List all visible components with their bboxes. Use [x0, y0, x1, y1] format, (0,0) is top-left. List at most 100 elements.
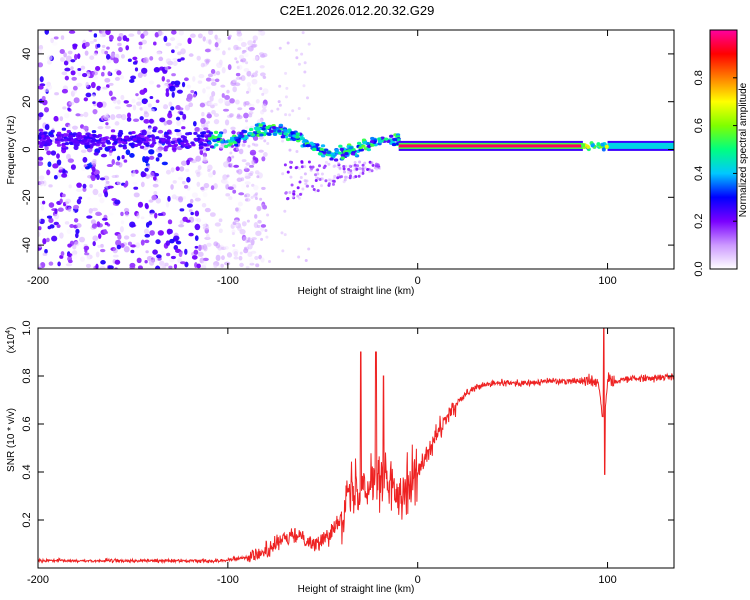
spectrogram-cell — [93, 52, 98, 56]
spectrogram-cell — [288, 113, 292, 117]
spectrogram-cell — [191, 255, 198, 260]
spectrogram-cell — [43, 131, 48, 135]
x-tick-label: 100 — [598, 574, 616, 586]
spectrogram-cell — [46, 150, 52, 156]
spectrogram-cell — [350, 152, 356, 156]
spectrogram-cell — [247, 237, 251, 241]
spectrogram-cell — [117, 42, 122, 47]
spectrogram-cell — [252, 131, 257, 135]
spectrogram-cell — [246, 239, 250, 243]
spectrogram-cell — [334, 148, 339, 152]
spectrogram-cell — [64, 75, 69, 81]
spectrogram-cell — [246, 184, 250, 188]
spectrogram-cell — [163, 146, 168, 151]
spectrogram-cell — [140, 239, 145, 246]
spectrogram-cell — [337, 161, 341, 165]
spectrogram-cell — [96, 43, 101, 48]
spectrogram-cell — [254, 123, 260, 127]
spectrogram-cell — [324, 160, 328, 164]
spectrogram-cell — [223, 161, 229, 168]
spectrogram-cell — [93, 39, 97, 42]
spectrogram-cell — [297, 166, 301, 170]
spectrogram-cell — [288, 148, 292, 152]
spectrogram-cell — [143, 110, 148, 115]
spectrogram-cell — [165, 240, 171, 246]
spectrogram-cell — [77, 53, 81, 60]
spectrogram-cell — [86, 144, 91, 149]
spectrogram-cell — [370, 169, 374, 173]
spectrogram-cell — [285, 86, 289, 90]
spectrogram-cell — [311, 165, 315, 169]
spectrogram-cell — [281, 139, 285, 143]
spectrogram-cell — [316, 177, 320, 181]
spectrogram-cell — [366, 148, 372, 152]
spectrogram-cell — [117, 140, 123, 144]
spectrogram-cell — [244, 172, 250, 180]
spectrogram-cell — [201, 220, 207, 228]
spectrogram-cell — [165, 88, 169, 93]
spectrogram-cell — [250, 250, 257, 254]
spectrogram-cell — [39, 181, 44, 187]
spectrogram-cell — [378, 140, 383, 144]
spectrogram-cell — [214, 47, 221, 51]
spectrogram-cell — [190, 90, 195, 94]
spectrogram-cell — [118, 144, 123, 148]
spectrogram-cell — [50, 150, 57, 156]
spectrogram-cell — [235, 207, 241, 213]
spectrogram-cell — [214, 222, 221, 227]
spectrogram-cell — [361, 138, 367, 142]
spectrogram-cell — [91, 129, 97, 134]
spectrogram-cell — [137, 30, 141, 35]
spectrogram-cell — [245, 265, 250, 269]
spectrogram-cell — [170, 106, 175, 111]
spectrogram-cell — [185, 132, 190, 136]
spectrogram-cell — [133, 143, 139, 148]
spectrogram-cell — [343, 170, 347, 174]
spectrogram-cell — [233, 164, 240, 168]
spectrogram-cell — [283, 233, 287, 237]
spectrogram-cell — [249, 257, 254, 264]
y-tick-label: 0.4 — [21, 464, 33, 479]
spectrogram-cell — [196, 171, 201, 178]
spectrogram-cell — [72, 125, 79, 130]
spectrogram-cell — [175, 116, 181, 121]
spectrogram-cell — [92, 109, 98, 115]
spectrogram-cell — [296, 186, 300, 190]
spectrogram-cell — [167, 219, 173, 225]
spectrogram-cell — [128, 33, 135, 37]
spectrogram-cell — [380, 136, 385, 140]
spectrogram-cell — [229, 113, 235, 118]
spectrogram-cell — [370, 161, 374, 165]
spectrogram-cell — [179, 166, 185, 172]
spectrogram-cell — [157, 230, 164, 236]
spectrogram-cell — [272, 132, 278, 136]
spectrogram-cell — [115, 113, 123, 119]
spectrogram-cell — [361, 169, 365, 173]
spectrogram-cell — [320, 144, 326, 148]
spectrogram-cell — [100, 153, 107, 158]
spectrogram-cell — [241, 221, 247, 227]
spectrogram-cell — [600, 142, 605, 147]
spectrogram-cell — [231, 155, 235, 159]
spectrogram-cell — [224, 95, 230, 100]
spectrogram-cell — [170, 140, 176, 144]
spectrogram-cell — [261, 52, 268, 58]
spectrogram-cell — [38, 216, 41, 223]
spectrogram-cell — [171, 73, 176, 77]
spectrogram-cell — [289, 175, 293, 179]
spectrogram-cell — [86, 255, 91, 261]
spectrogram-cell — [231, 130, 236, 135]
spectrogram-cell — [227, 64, 232, 71]
spectrogram-cell — [213, 135, 218, 140]
spectrogram-cell — [373, 143, 378, 147]
spectrogram-cell — [299, 176, 303, 180]
spectrogram-cell — [203, 127, 209, 131]
spectrogram-cell — [126, 116, 132, 122]
spectrogram-cell — [63, 52, 67, 58]
spectrogram-cell — [170, 80, 176, 85]
spectrogram-cell — [142, 106, 149, 112]
spectrogram-cell — [66, 129, 71, 134]
spectrogram-cell — [152, 141, 157, 145]
spectrogram-cell — [87, 196, 91, 200]
